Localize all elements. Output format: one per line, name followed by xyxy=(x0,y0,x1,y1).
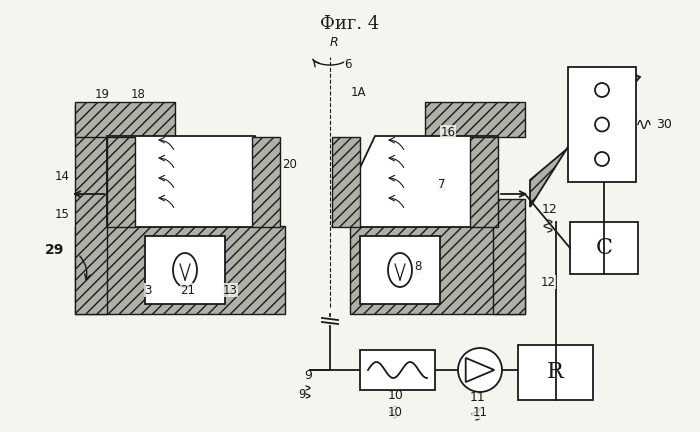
Text: 9: 9 xyxy=(298,388,306,400)
Ellipse shape xyxy=(388,253,412,287)
Text: 10: 10 xyxy=(388,406,402,419)
Text: 3: 3 xyxy=(144,283,152,296)
Text: 1A: 1A xyxy=(350,86,365,98)
Bar xyxy=(570,222,638,274)
Text: 12: 12 xyxy=(542,203,558,216)
Bar xyxy=(107,137,135,227)
Text: 9: 9 xyxy=(304,369,312,382)
Bar xyxy=(252,137,280,227)
Text: 11: 11 xyxy=(473,406,487,419)
Text: 18: 18 xyxy=(131,88,146,101)
Bar xyxy=(360,350,435,390)
Bar xyxy=(75,102,175,137)
Circle shape xyxy=(458,348,502,392)
Bar xyxy=(75,104,107,314)
Bar xyxy=(360,236,440,304)
Bar xyxy=(75,226,285,314)
Bar xyxy=(425,102,525,137)
Bar xyxy=(493,199,525,314)
Text: 19: 19 xyxy=(94,88,109,101)
Bar xyxy=(470,137,498,227)
Text: 13: 13 xyxy=(223,283,237,296)
Bar xyxy=(518,345,593,400)
Bar xyxy=(568,67,636,182)
Bar xyxy=(350,226,525,314)
Text: 6: 6 xyxy=(344,57,351,70)
Bar xyxy=(145,236,225,304)
Text: R: R xyxy=(330,36,338,50)
Text: R: R xyxy=(547,362,564,384)
Ellipse shape xyxy=(173,253,197,287)
Text: 15: 15 xyxy=(55,207,69,220)
Text: 7: 7 xyxy=(438,178,446,191)
Polygon shape xyxy=(332,136,498,227)
Text: 11: 11 xyxy=(470,391,486,404)
Text: 21: 21 xyxy=(181,283,195,296)
Text: 30: 30 xyxy=(656,118,672,131)
Polygon shape xyxy=(530,112,605,207)
Text: 12: 12 xyxy=(540,276,556,289)
Bar xyxy=(332,137,360,227)
Text: 8: 8 xyxy=(414,260,421,273)
Text: 16: 16 xyxy=(440,126,456,139)
Text: C: C xyxy=(596,237,612,259)
Polygon shape xyxy=(590,70,640,117)
Text: 10: 10 xyxy=(388,389,403,402)
Text: 14: 14 xyxy=(55,171,69,184)
Text: 20: 20 xyxy=(283,158,298,171)
Text: Фиг. 4: Фиг. 4 xyxy=(321,15,379,33)
Polygon shape xyxy=(107,136,280,227)
Text: 29: 29 xyxy=(46,243,64,257)
